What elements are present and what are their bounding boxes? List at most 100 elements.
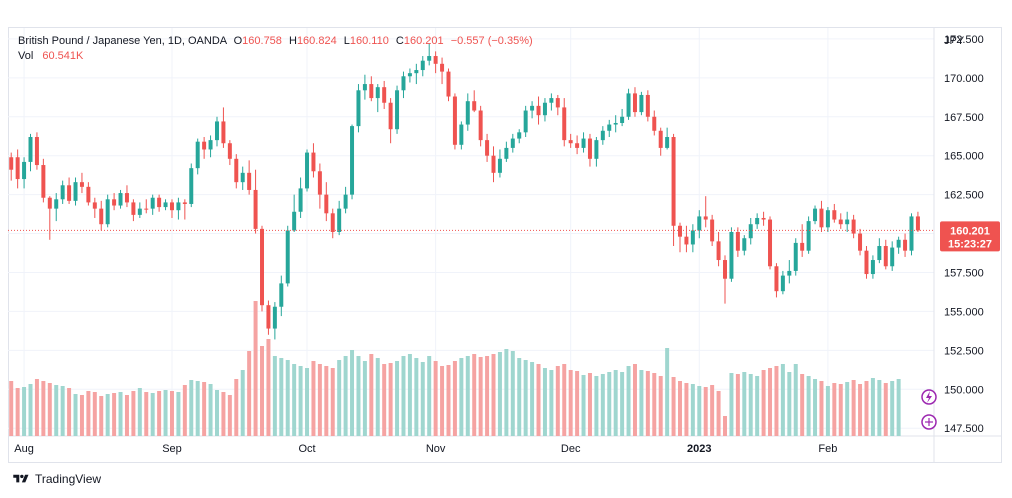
- volume-bar: [67, 388, 72, 436]
- x-tick-label: Oct: [298, 443, 315, 455]
- volume-bar: [645, 371, 650, 436]
- candle-body: [382, 87, 387, 103]
- vol-value: 60.541K: [42, 50, 84, 62]
- volume-bar: [832, 383, 837, 436]
- candle-body: [54, 199, 59, 209]
- y-tick-label: 150.000: [944, 384, 984, 396]
- candle-body: [620, 116, 625, 123]
- candle-body: [761, 217, 766, 220]
- candle-body: [285, 230, 290, 284]
- volume-bar: [684, 383, 689, 436]
- candle-body: [131, 202, 136, 215]
- candle-body: [92, 202, 97, 209]
- candle-body: [555, 98, 560, 108]
- volume-bar: [851, 380, 856, 436]
- candle-body: [459, 124, 464, 145]
- volume-bar: [86, 391, 91, 436]
- volume-bar: [176, 392, 181, 436]
- candle-body: [800, 242, 805, 251]
- volume-bar: [169, 391, 174, 436]
- volume-bar: [298, 366, 303, 436]
- low-value: 160.110: [349, 35, 389, 47]
- volume-bar: [755, 376, 760, 436]
- volume-bar: [652, 373, 657, 436]
- candle-body: [208, 140, 213, 150]
- x-tick-label: Dec: [561, 443, 581, 455]
- candle-body: [99, 208, 104, 225]
- volume-bar: [562, 364, 567, 436]
- candle-body: [356, 90, 361, 127]
- volume-bar: [189, 380, 194, 436]
- candle-body: [697, 216, 702, 231]
- candle-body: [311, 152, 316, 172]
- candle-body: [195, 141, 200, 169]
- candle-body: [845, 219, 850, 225]
- volume-bar: [285, 360, 290, 436]
- volume-bar: [157, 391, 162, 436]
- volume-bar: [137, 388, 142, 436]
- candle-body: [227, 143, 232, 159]
- candle-body: [362, 84, 367, 91]
- candle-body: [202, 141, 207, 150]
- volume-bar: [883, 383, 888, 436]
- price-axis[interactable]: 172.500170.000167.500165.000162.500160.0…: [940, 34, 1000, 435]
- candle-body: [292, 211, 297, 231]
- candle-body: [330, 213, 335, 232]
- volume-bar: [362, 361, 367, 436]
- volume-bar: [369, 354, 374, 436]
- candle-body: [870, 260, 875, 275]
- volume-bar: [600, 374, 605, 436]
- candle-body: [909, 216, 914, 251]
- candle-body: [86, 186, 91, 203]
- time-axis[interactable]: Aug Sep Oct Nov Dec 2023 Feb: [14, 443, 837, 455]
- candle-body: [189, 168, 194, 204]
- y-tick-label: 167.500: [944, 112, 984, 124]
- volume-bar: [227, 395, 232, 436]
- tradingview-brand[interactable]: TradingView: [12, 472, 101, 486]
- volume-bar: [446, 365, 451, 436]
- candle-body: [658, 130, 663, 148]
- volume-bar: [690, 384, 695, 436]
- candle-body: [124, 193, 129, 203]
- candle-body: [858, 233, 863, 251]
- change-value: −0.557 (−0.35%): [450, 35, 533, 47]
- volume-bar: [401, 356, 406, 436]
- candle-body: [163, 202, 168, 208]
- candle-body: [806, 221, 811, 251]
- volume-bar: [202, 382, 207, 436]
- candle-body: [813, 208, 818, 222]
- candle-body: [903, 239, 908, 251]
- volume-bar: [60, 386, 65, 436]
- volume-bar: [47, 383, 52, 436]
- candle-body: [703, 216, 708, 220]
- volume-bar: [768, 368, 773, 436]
- candle-body: [234, 158, 239, 183]
- candle-body: [465, 101, 470, 125]
- volume-bar: [253, 301, 258, 436]
- candle-body: [317, 171, 322, 195]
- x-tick-label: Aug: [14, 443, 34, 455]
- candle-body: [73, 182, 78, 201]
- brand-name: TradingView: [35, 472, 102, 486]
- candle-body: [472, 101, 477, 111]
- candle-body: [768, 219, 773, 267]
- volume-bar: [15, 388, 20, 436]
- overlays: [8, 229, 937, 430]
- volume-bar: [433, 361, 438, 436]
- candle-body: [851, 219, 856, 234]
- candle-body: [838, 219, 843, 225]
- volume-bar: [208, 384, 213, 436]
- volume-bar: [613, 370, 618, 436]
- candle-body: [375, 87, 380, 99]
- volume-bar: [356, 356, 361, 436]
- candle-body: [890, 247, 895, 267]
- candle-body: [594, 140, 599, 159]
- volume-bar: [697, 386, 702, 436]
- candle-body: [645, 94, 650, 117]
- candles: [9, 43, 920, 340]
- candle-body: [414, 70, 419, 74]
- volume-bar: [870, 378, 875, 436]
- candle-body: [395, 90, 400, 130]
